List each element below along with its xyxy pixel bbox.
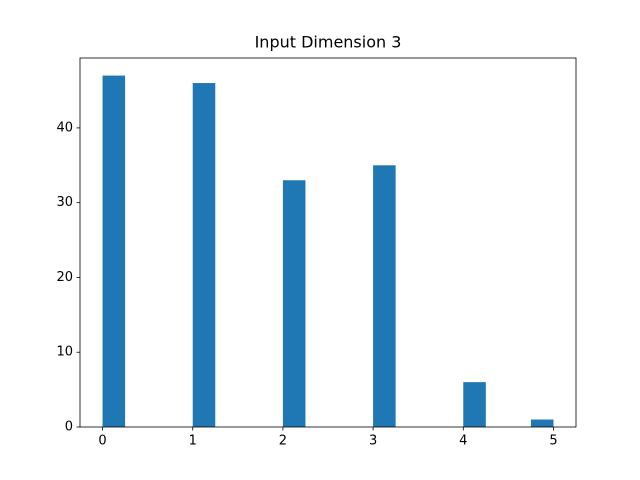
bar: [192, 83, 216, 427]
y-tick-label: 0: [65, 420, 73, 435]
x-tick-label: 1: [189, 434, 197, 449]
bar: [282, 180, 306, 427]
y-tick-label: 20: [56, 270, 73, 285]
bar: [463, 382, 486, 427]
x-tick-label: 2: [279, 434, 287, 449]
y-tick-label: 10: [56, 345, 73, 360]
x-tick-label: 3: [369, 434, 377, 449]
bar: [373, 165, 396, 428]
x-tick-label: 5: [549, 434, 557, 449]
axes-frame: [79, 57, 577, 428]
bar: [530, 419, 554, 427]
x-tick-label: 4: [459, 434, 467, 449]
bar: [102, 75, 126, 428]
chart-title: Input Dimension 3: [255, 33, 402, 52]
y-tick-label: 40: [56, 120, 73, 135]
y-tick-label: 30: [56, 195, 73, 210]
x-tick-label: 0: [98, 434, 106, 449]
